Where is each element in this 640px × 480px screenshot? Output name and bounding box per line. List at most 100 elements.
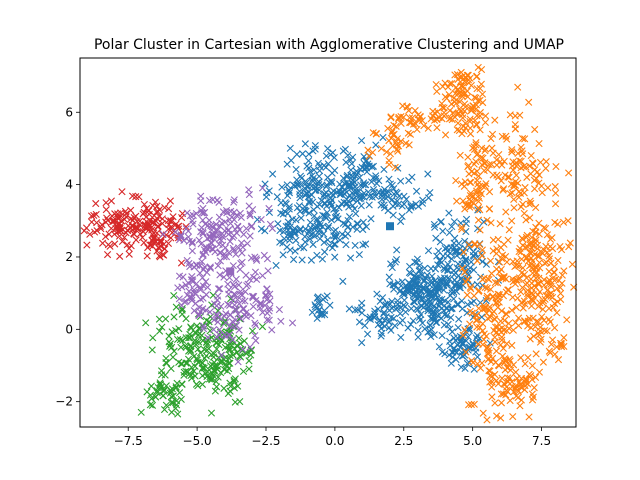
data-point bbox=[343, 199, 351, 207]
data-point bbox=[499, 390, 508, 398]
data-point bbox=[498, 374, 506, 382]
data-point bbox=[184, 334, 193, 342]
data-point bbox=[200, 322, 208, 330]
data-point bbox=[207, 409, 216, 417]
data-point bbox=[182, 281, 190, 289]
data-point bbox=[225, 364, 233, 373]
data-point bbox=[371, 307, 379, 315]
data-point bbox=[467, 81, 475, 90]
data-point bbox=[196, 286, 205, 294]
data-point bbox=[366, 313, 374, 321]
data-point bbox=[298, 150, 307, 158]
data-point bbox=[556, 289, 565, 298]
data-point bbox=[290, 255, 298, 264]
data-point bbox=[313, 217, 321, 225]
data-point bbox=[122, 229, 130, 237]
data-point bbox=[502, 310, 511, 318]
data-point bbox=[224, 389, 232, 398]
data-point bbox=[237, 259, 245, 268]
data-point bbox=[450, 334, 458, 342]
data-point bbox=[316, 221, 324, 230]
data-point bbox=[92, 210, 100, 219]
data-point bbox=[529, 265, 537, 273]
data-point bbox=[163, 359, 171, 367]
data-point bbox=[424, 307, 432, 315]
data-point bbox=[542, 258, 551, 267]
data-point bbox=[551, 200, 560, 208]
data-point bbox=[205, 232, 214, 240]
data-point bbox=[489, 247, 497, 255]
data-point bbox=[388, 264, 396, 272]
data-point bbox=[249, 206, 257, 214]
data-point bbox=[517, 383, 525, 392]
data-point bbox=[521, 243, 530, 251]
data-point bbox=[378, 320, 387, 328]
data-point bbox=[356, 165, 365, 173]
data-point bbox=[390, 121, 398, 129]
data-point bbox=[512, 162, 520, 170]
data-point bbox=[467, 285, 475, 293]
data-point bbox=[187, 363, 196, 371]
data-point bbox=[483, 216, 491, 224]
data-point bbox=[225, 274, 234, 282]
data-point bbox=[230, 378, 238, 386]
data-point bbox=[503, 340, 511, 348]
data-point bbox=[357, 136, 366, 145]
data-point bbox=[204, 333, 212, 342]
data-point bbox=[154, 208, 162, 216]
data-point bbox=[339, 174, 348, 182]
data-point bbox=[393, 145, 401, 153]
data-point bbox=[479, 99, 487, 107]
data-point bbox=[446, 291, 455, 300]
data-point bbox=[558, 271, 566, 279]
data-point bbox=[144, 207, 153, 215]
data-point bbox=[205, 196, 214, 205]
data-point bbox=[467, 299, 475, 307]
data-point bbox=[448, 79, 456, 88]
data-point bbox=[315, 201, 324, 209]
data-point bbox=[445, 229, 454, 237]
data-point bbox=[452, 287, 461, 296]
data-point bbox=[424, 289, 432, 297]
data-point bbox=[155, 315, 164, 323]
data-point bbox=[199, 305, 207, 313]
data-point bbox=[463, 359, 471, 368]
data-point bbox=[146, 401, 154, 409]
data-point bbox=[362, 157, 370, 165]
data-point bbox=[190, 263, 198, 271]
data-point bbox=[509, 278, 517, 286]
data-point bbox=[83, 241, 91, 249]
data-point bbox=[331, 240, 339, 248]
data-point bbox=[241, 297, 249, 305]
data-point bbox=[546, 235, 555, 243]
data-point bbox=[487, 219, 495, 227]
data-point bbox=[499, 274, 507, 282]
data-point bbox=[459, 197, 467, 205]
data-point bbox=[275, 305, 283, 314]
data-point bbox=[318, 311, 326, 319]
data-point bbox=[560, 267, 568, 275]
data-point bbox=[491, 278, 499, 287]
data-point bbox=[96, 222, 105, 231]
data-point bbox=[491, 315, 499, 324]
data-point bbox=[245, 186, 253, 194]
data-point bbox=[521, 360, 529, 368]
data-point bbox=[197, 295, 205, 303]
data-point bbox=[397, 333, 405, 342]
data-point bbox=[398, 212, 406, 220]
data-point bbox=[393, 246, 401, 254]
data-point bbox=[296, 194, 304, 202]
data-point bbox=[284, 230, 293, 238]
data-point bbox=[414, 326, 422, 335]
data-point bbox=[476, 108, 484, 117]
data-point bbox=[544, 277, 552, 286]
data-point bbox=[565, 169, 573, 177]
data-point bbox=[474, 340, 482, 348]
data-point bbox=[185, 370, 194, 378]
data-point bbox=[396, 319, 404, 327]
data-point bbox=[568, 260, 576, 268]
data-point bbox=[257, 299, 265, 307]
data-point bbox=[527, 151, 535, 160]
data-point bbox=[379, 133, 387, 142]
chart-title: Polar Cluster in Cartesian with Agglomer… bbox=[94, 37, 564, 53]
